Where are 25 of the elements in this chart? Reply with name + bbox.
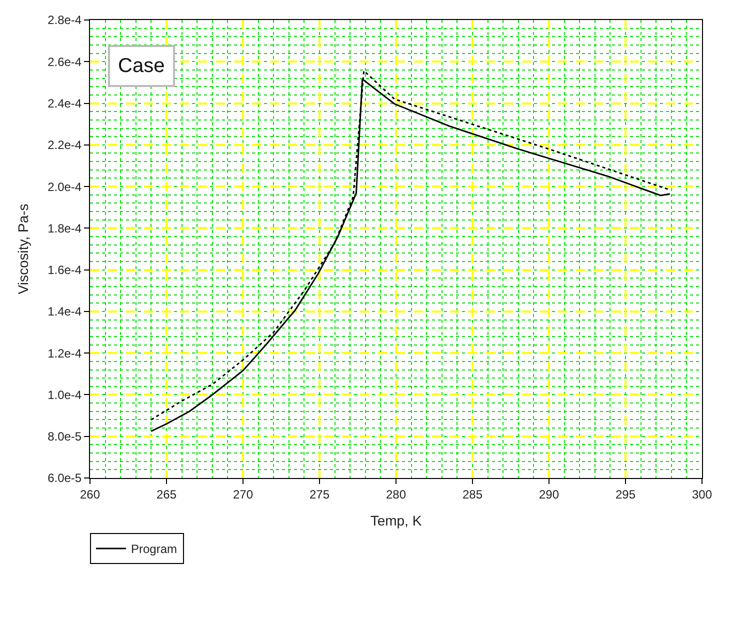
legend-label: Program bbox=[131, 542, 178, 556]
y-tick-label: 2.8e-4 bbox=[48, 13, 82, 28]
y-tick-label: 8.0e-5 bbox=[48, 430, 82, 444]
x-tick-label: 265 bbox=[156, 487, 177, 502]
y-axis-title: Viscosity, Pa-s bbox=[15, 204, 32, 294]
y-tick-label: 1.6e-4 bbox=[48, 263, 82, 278]
y-tick-label: 1.2e-4 bbox=[48, 346, 82, 360]
y-tick-label: 2.4e-4 bbox=[48, 96, 82, 110]
y-tick-label: 6.0e-5 bbox=[48, 471, 82, 486]
x-tick-label: 280 bbox=[386, 487, 406, 502]
x-tick-label: 295 bbox=[615, 487, 636, 502]
annotation: Case bbox=[118, 55, 165, 77]
y-tick-label: 2.0e-4 bbox=[48, 180, 82, 194]
x-tick-label: 275 bbox=[309, 487, 330, 502]
x-tick-label: 290 bbox=[538, 487, 560, 502]
x-axis-title: Temp, K bbox=[370, 512, 422, 529]
y-tick-label: 2.6e-4 bbox=[48, 54, 82, 69]
y-tick-label: 1.8e-4 bbox=[48, 221, 82, 236]
x-tick-label: 285 bbox=[462, 487, 483, 502]
y-tick-label: 1.4e-4 bbox=[48, 304, 82, 319]
x-tick-label: 270 bbox=[232, 487, 254, 502]
y-tick-label: 1.0e-4 bbox=[48, 388, 82, 402]
x-tick-label: 260 bbox=[80, 487, 100, 502]
x-tick-label: 300 bbox=[692, 487, 712, 502]
y-tick-label: 2.2e-4 bbox=[48, 138, 82, 152]
